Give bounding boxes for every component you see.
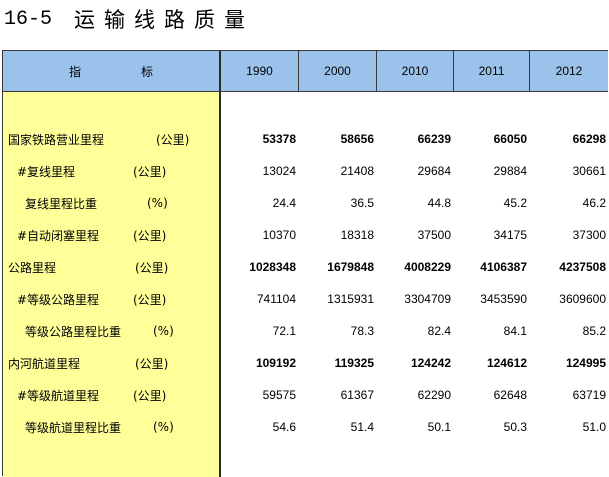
row-value: 59575 xyxy=(262,388,296,402)
row-value: 50.1 xyxy=(427,420,451,434)
row-value: 46.2 xyxy=(582,196,606,210)
row-value: 66239 xyxy=(417,132,451,146)
row-value: 50.3 xyxy=(503,420,527,434)
row-value: 3609600 xyxy=(559,292,606,306)
table-number: 16-5 xyxy=(4,7,53,31)
row-value: 78.3 xyxy=(350,324,374,338)
row-value: 84.1 xyxy=(503,324,527,338)
row-value: 124612 xyxy=(486,356,527,370)
row-label: 内河航道里程 xyxy=(8,356,81,371)
header-year: 1990 xyxy=(246,64,273,78)
row-value: 30661 xyxy=(572,164,606,178)
row-value: 37500 xyxy=(417,228,451,242)
row-unit: (%) xyxy=(147,196,168,210)
row-value: 51.4 xyxy=(350,420,374,434)
row-value: 58656 xyxy=(340,132,374,146)
row-value: 4106387 xyxy=(480,260,527,274)
table-row: #等级航道里程 (公里) 59575 61367 62290 62648 63719 xyxy=(3,379,608,411)
row-value: 44.8 xyxy=(427,196,451,210)
header-year: 2010 xyxy=(401,64,429,78)
row-value: 124242 xyxy=(410,356,451,370)
row-value: 3453590 xyxy=(480,292,527,306)
row-label: 复线里程比重 xyxy=(25,196,98,211)
table-row: 等级航道里程比重 (%) 54.6 51.4 50.1 50.3 51.0 xyxy=(3,411,608,443)
header-year: 2011 xyxy=(478,64,505,78)
table-row: 复线里程比重 (%) 24.4 36.5 44.8 45.2 46.2 xyxy=(3,187,608,219)
table-row: #等级公路里程 (公里) 741104 1315931 3304709 3453590 36… xyxy=(3,283,608,315)
row-value: 10370 xyxy=(262,228,296,242)
row-unit: (%) xyxy=(153,420,174,434)
row-label: #等级公路里程 xyxy=(17,292,100,307)
row-value: 109192 xyxy=(255,356,296,370)
row-unit: (公里) xyxy=(135,260,169,275)
row-value: 62648 xyxy=(493,388,527,402)
row-unit: (公里) xyxy=(133,388,167,403)
header-indicator-b: 标 xyxy=(140,64,153,79)
table-row: #自动闭塞里程 (公里) 10370 18318 37500 34175 37300 xyxy=(3,219,608,251)
row-value: 119325 xyxy=(334,356,374,370)
table-title: 运输线路质量 xyxy=(74,8,255,32)
row-value: 3304709 xyxy=(404,292,451,306)
row-unit: (公里) xyxy=(133,228,167,243)
row-label: 国家铁路营业里程 xyxy=(8,132,105,147)
row-value: 4008229 xyxy=(404,260,451,274)
data-table: 指 标 1990 2000 2010 2011 2012 国家铁路营业里程 (公里… xyxy=(2,50,608,477)
row-value: 72.1 xyxy=(272,324,296,338)
row-value: 29884 xyxy=(493,164,527,178)
table-row: 公路里程 (公里) 1028348 1679848 4008229 4106387 4237… xyxy=(3,251,608,283)
row-value: 85.2 xyxy=(582,324,606,338)
table-row: 国家铁路营业里程 (公里) 53378 58656 66239 66050 66298 xyxy=(3,123,608,155)
row-value: 54.6 xyxy=(272,420,296,434)
row-value: 4237508 xyxy=(559,260,606,274)
row-unit: (公里) xyxy=(135,356,169,371)
row-value: 741104 xyxy=(256,292,296,306)
row-value: 1679848 xyxy=(327,260,374,274)
row-value: 51.0 xyxy=(582,420,606,434)
row-value: 18318 xyxy=(340,228,374,242)
row-value: 82.4 xyxy=(427,324,451,338)
row-value: 34175 xyxy=(493,228,527,242)
row-value: 66298 xyxy=(572,132,606,146)
header-year: 2012 xyxy=(555,64,583,78)
row-unit: (%) xyxy=(153,324,174,338)
row-label: 等级公路里程比重 xyxy=(25,324,122,339)
row-label: 等级航道里程比重 xyxy=(25,420,122,435)
row-unit: (公里) xyxy=(133,164,167,179)
header-year: 2000 xyxy=(324,64,351,78)
row-unit: (公里) xyxy=(133,292,167,307)
row-value: 66050 xyxy=(493,132,527,146)
row-label: #等级航道里程 xyxy=(17,388,100,403)
indicator-column xyxy=(3,92,219,477)
table-row: 等级公路里程比重 (%) 72.1 78.3 82.4 84.1 85.2 xyxy=(3,315,608,347)
row-value: 37300 xyxy=(572,228,606,242)
header-indicator-a: 指 xyxy=(68,64,81,79)
row-value: 53378 xyxy=(262,132,296,146)
row-value: 1028348 xyxy=(249,260,296,274)
row-value: 29684 xyxy=(417,164,451,178)
row-label: 公路里程 xyxy=(8,260,57,275)
table-row: 内河航道里程 (公里) 109192 119325 124242 124612 124995 xyxy=(3,347,608,379)
row-value: 62290 xyxy=(417,388,451,402)
row-label: #复线里程 xyxy=(17,164,76,179)
row-value: 61367 xyxy=(340,388,374,402)
row-value: 36.5 xyxy=(350,196,374,210)
row-value: 45.2 xyxy=(503,196,527,210)
row-value: 1315931 xyxy=(327,292,374,306)
row-value: 63719 xyxy=(572,388,606,402)
table-header: 指 标 1990 2000 2010 2011 2012 xyxy=(3,51,608,92)
row-value: 21408 xyxy=(340,164,374,178)
page-title: 16-5 运输线路质量 xyxy=(4,4,254,34)
row-label: #自动闭塞里程 xyxy=(17,228,100,243)
table-row: #复线里程 (公里) 13024 21408 29684 29884 30661 xyxy=(3,155,608,187)
row-value: 24.4 xyxy=(272,196,296,210)
row-unit: (公里) xyxy=(156,132,190,147)
row-value: 124995 xyxy=(565,356,606,370)
row-value: 13024 xyxy=(262,164,296,178)
